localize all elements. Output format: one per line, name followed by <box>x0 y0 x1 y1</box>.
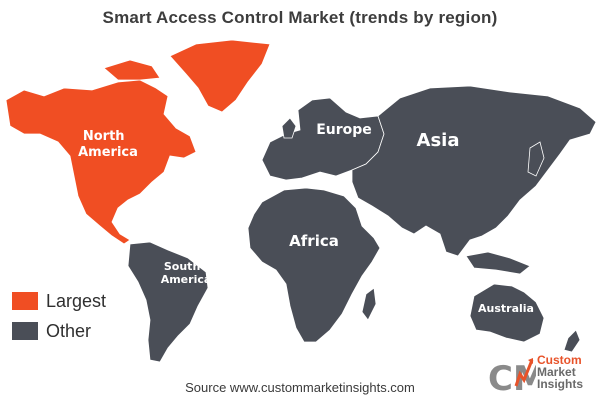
label-europe: Europe <box>316 122 372 138</box>
british-isles-shape <box>281 117 297 139</box>
label-australia: Australia <box>478 302 534 315</box>
legend-label-largest: Largest <box>46 290 107 311</box>
madagascar-shape <box>361 287 377 321</box>
arctic-islands-shape <box>103 59 161 81</box>
australia-shape <box>469 283 545 343</box>
legend-swatch-other <box>12 322 38 340</box>
map-title: Smart Access Control Market (trends by r… <box>102 8 498 27</box>
logo-line-market: Market <box>537 365 576 379</box>
legend-label-other: Other <box>46 320 92 341</box>
africa-shape <box>247 187 381 343</box>
north-america-shape <box>5 79 197 245</box>
label-asia: Asia <box>417 130 460 151</box>
world-map: North America Europe Asia Africa South A… <box>5 39 597 363</box>
japan-shape <box>527 141 545 177</box>
southeast-asia-islands-shape <box>465 251 531 275</box>
label-south-america: South America <box>161 260 212 286</box>
legend-swatch-largest <box>12 292 38 310</box>
logo-wordmark: Custom Market Insights <box>537 354 583 390</box>
logo-line-insights: Insights <box>537 377 584 391</box>
new-zealand-shape <box>563 329 581 353</box>
legend-item-other: Other <box>12 316 106 346</box>
source-note: Source www.custommarketinsights.com <box>185 380 415 395</box>
bar-chart-arrow-icon: CMI <box>488 358 559 399</box>
legend: Largest Other <box>12 286 106 346</box>
label-north-america: North America <box>78 129 138 160</box>
label-africa: Africa <box>289 232 339 250</box>
legend-item-largest: Largest <box>12 286 106 316</box>
south-america-shape <box>127 241 209 363</box>
asia-shape <box>351 85 597 257</box>
cmi-logo: CMI Custom Market Insights <box>486 350 596 399</box>
greenland-shape <box>169 39 271 113</box>
logo-line-custom: Custom <box>537 353 582 367</box>
